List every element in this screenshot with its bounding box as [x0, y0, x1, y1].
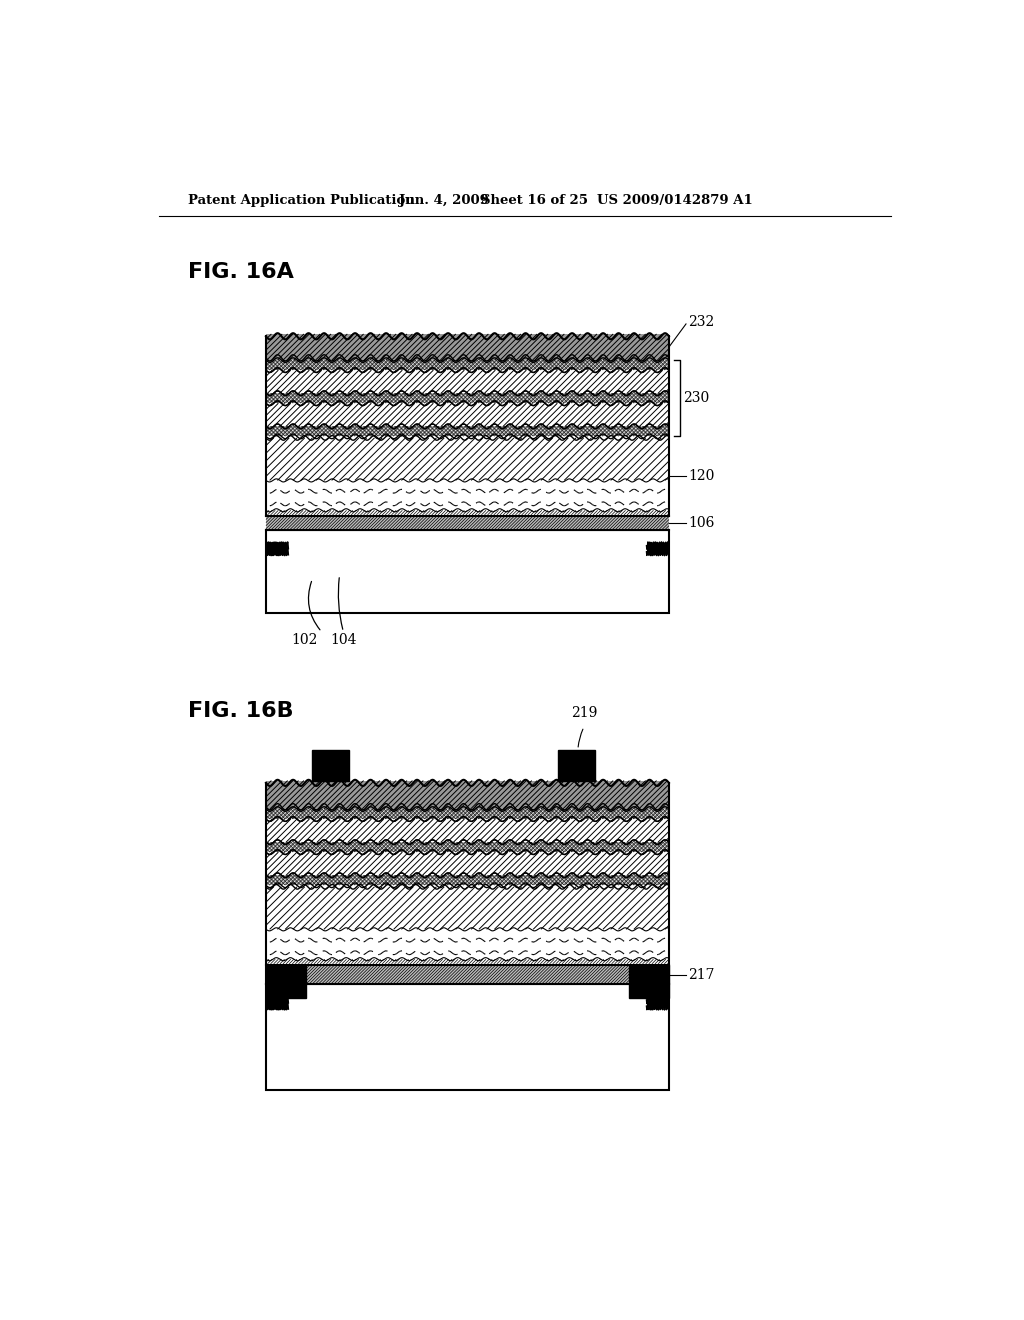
Bar — [558, 750, 595, 780]
Bar — [266, 842, 669, 853]
Text: Sheet 16 of 25: Sheet 16 of 25 — [480, 194, 588, 207]
Bar — [266, 875, 669, 886]
Text: 120: 120 — [688, 470, 715, 483]
Bar — [266, 360, 669, 370]
Bar — [266, 426, 669, 437]
Text: 217: 217 — [688, 968, 715, 982]
Bar — [312, 750, 349, 780]
Bar — [266, 393, 669, 404]
Bar — [266, 334, 669, 360]
Text: 219: 219 — [571, 706, 597, 719]
Bar — [266, 965, 669, 983]
Bar — [266, 965, 306, 998]
Bar — [266, 404, 669, 426]
Text: Jun. 4, 2009: Jun. 4, 2009 — [399, 194, 489, 207]
Text: FIG. 16A: FIG. 16A — [188, 263, 294, 282]
Text: US 2009/0142879 A1: US 2009/0142879 A1 — [597, 194, 753, 207]
Text: FIG. 16B: FIG. 16B — [188, 701, 294, 721]
Text: 104: 104 — [330, 632, 356, 647]
Text: 102: 102 — [292, 632, 317, 647]
Text: 106: 106 — [688, 516, 715, 531]
Bar — [266, 886, 669, 965]
Bar — [266, 818, 669, 842]
Text: Patent Application Publication: Patent Application Publication — [188, 194, 415, 207]
Bar — [266, 983, 669, 1090]
Text: 230: 230 — [683, 391, 710, 405]
Bar — [266, 370, 669, 393]
Text: 232: 232 — [688, 315, 715, 330]
Bar — [266, 437, 669, 516]
Bar — [266, 529, 669, 612]
Bar — [266, 516, 669, 529]
Bar — [266, 853, 669, 875]
Bar — [629, 965, 669, 998]
Bar — [266, 780, 669, 809]
Bar — [266, 809, 669, 818]
